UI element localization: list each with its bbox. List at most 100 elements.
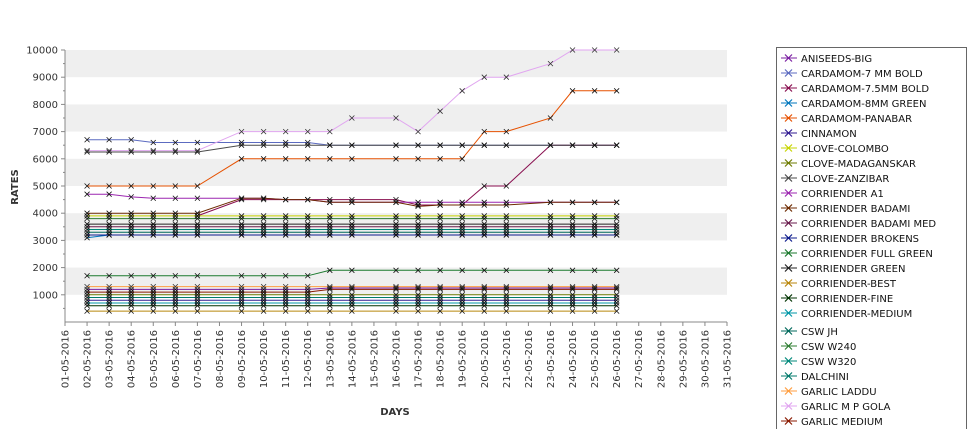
data-point	[393, 267, 399, 274]
x-tick-label: 13-05-2016	[325, 330, 336, 388]
data-point	[613, 292, 620, 298]
legend-marker	[784, 309, 793, 317]
data-point	[128, 226, 134, 233]
data-point	[349, 283, 355, 290]
data-point	[327, 283, 333, 290]
legend-marker	[784, 234, 793, 242]
data-point	[304, 289, 311, 295]
data-point	[106, 210, 112, 216]
data-point	[481, 300, 488, 306]
x-tick-label: 26-05-2016	[612, 330, 623, 388]
x-tick-label: 21-05-2016	[502, 330, 513, 388]
data-point	[591, 199, 598, 206]
data-point	[194, 215, 201, 222]
y-tick-label: 3000	[33, 236, 58, 247]
data-point	[106, 229, 112, 236]
data-point	[503, 297, 510, 304]
data-point	[150, 294, 157, 301]
data-point	[613, 213, 620, 219]
data-point	[415, 292, 421, 298]
data-point	[84, 191, 90, 197]
x-tick-label: 15-05-2016	[369, 330, 380, 388]
data-point	[194, 147, 201, 154]
data-point	[84, 297, 90, 304]
data-point	[194, 308, 201, 314]
data-point	[327, 232, 333, 238]
data-point	[569, 47, 576, 53]
data-point	[194, 292, 201, 298]
legend-marker	[784, 54, 793, 62]
data-point	[481, 202, 488, 208]
data-point	[349, 226, 355, 233]
data-point	[591, 297, 598, 304]
x-tick-label: 11-05-2016	[281, 330, 292, 388]
data-point	[503, 286, 510, 293]
series-line	[87, 288, 617, 293]
data-point	[415, 300, 421, 306]
data-point	[106, 283, 112, 290]
series-line	[87, 287, 617, 290]
data-point	[327, 213, 333, 219]
data-point	[172, 195, 179, 202]
legend-label: GARLIC MEDIUM	[801, 417, 883, 428]
data-point	[547, 294, 554, 301]
data-point	[282, 221, 289, 227]
data-point	[260, 308, 267, 314]
data-point	[172, 297, 179, 304]
data-point	[194, 297, 201, 304]
data-point	[282, 229, 289, 236]
data-point	[128, 215, 134, 222]
data-point	[172, 229, 179, 236]
data-point	[238, 156, 245, 162]
data-point	[349, 297, 355, 304]
y-axis: 1000 2000 3000 4000 5000 6000 7000 8000 9000 1000…	[26, 46, 66, 322]
data-point	[437, 221, 443, 227]
data-point	[481, 128, 488, 135]
series-lines	[87, 49, 617, 312]
data-point	[106, 221, 112, 227]
data-point	[106, 183, 112, 189]
data-point	[547, 60, 554, 67]
data-point	[503, 285, 510, 291]
data-point	[437, 283, 443, 290]
data-point	[282, 289, 289, 295]
data-point	[150, 292, 157, 298]
data-point	[260, 272, 267, 279]
data-point	[106, 272, 112, 279]
data-point	[106, 224, 112, 230]
legend: ANISEEDS-BIG CARDAMOM-7 MM BOLD CARDAMOM-7…	[776, 47, 967, 433]
data-point	[415, 215, 421, 222]
data-point	[591, 213, 598, 219]
data-point	[437, 294, 443, 301]
data-point	[282, 297, 289, 304]
data-point	[260, 196, 267, 203]
legend-marker	[784, 357, 793, 365]
data-point	[415, 308, 421, 314]
data-point	[327, 226, 333, 233]
data-point	[613, 215, 620, 222]
data-point	[503, 300, 510, 306]
data-point	[260, 297, 267, 304]
data-point	[569, 300, 576, 306]
data-point	[349, 224, 355, 230]
series-line	[87, 193, 617, 203]
data-point	[84, 210, 90, 216]
data-point	[569, 302, 576, 309]
data-point	[569, 215, 576, 222]
data-point	[106, 136, 112, 143]
data-point	[172, 147, 179, 154]
data-point	[260, 128, 267, 135]
data-point	[84, 308, 90, 314]
data-point	[106, 191, 112, 197]
data-point	[128, 213, 134, 219]
data-point	[569, 297, 576, 304]
data-point	[591, 292, 598, 298]
data-point	[481, 215, 488, 222]
data-point	[128, 292, 134, 298]
data-point	[547, 221, 554, 227]
x-tick-label: 16-05-2016	[392, 330, 403, 388]
data-point	[260, 156, 267, 162]
data-point	[481, 232, 488, 238]
data-point	[327, 215, 333, 222]
